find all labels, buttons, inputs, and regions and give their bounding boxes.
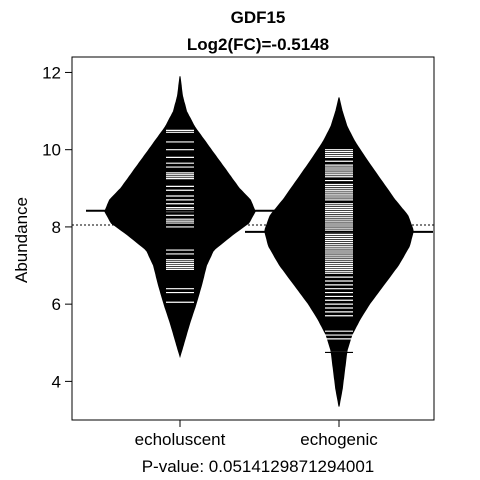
x-tick-label: echoluscent bbox=[135, 430, 226, 449]
chart-subtitle: Log2(FC)=-0.5148 bbox=[187, 35, 329, 54]
y-tick-label: 8 bbox=[52, 218, 61, 237]
chart-title: GDF15 bbox=[231, 8, 286, 27]
y-axis-label: Abundance bbox=[12, 197, 31, 283]
x-axis-label: P-value: 0.0514129871294001 bbox=[142, 457, 375, 476]
y-tick-label: 12 bbox=[42, 63, 61, 82]
plot-area: 4 6 8 10 12 echoluscent echogenic bbox=[42, 56, 435, 449]
x-tick-label: echogenic bbox=[300, 430, 378, 449]
y-tick-label: 4 bbox=[52, 372, 61, 391]
bean-echoluscent bbox=[104, 76, 256, 359]
y-tick-label: 6 bbox=[52, 295, 61, 314]
y-tick-label: 10 bbox=[42, 141, 61, 160]
